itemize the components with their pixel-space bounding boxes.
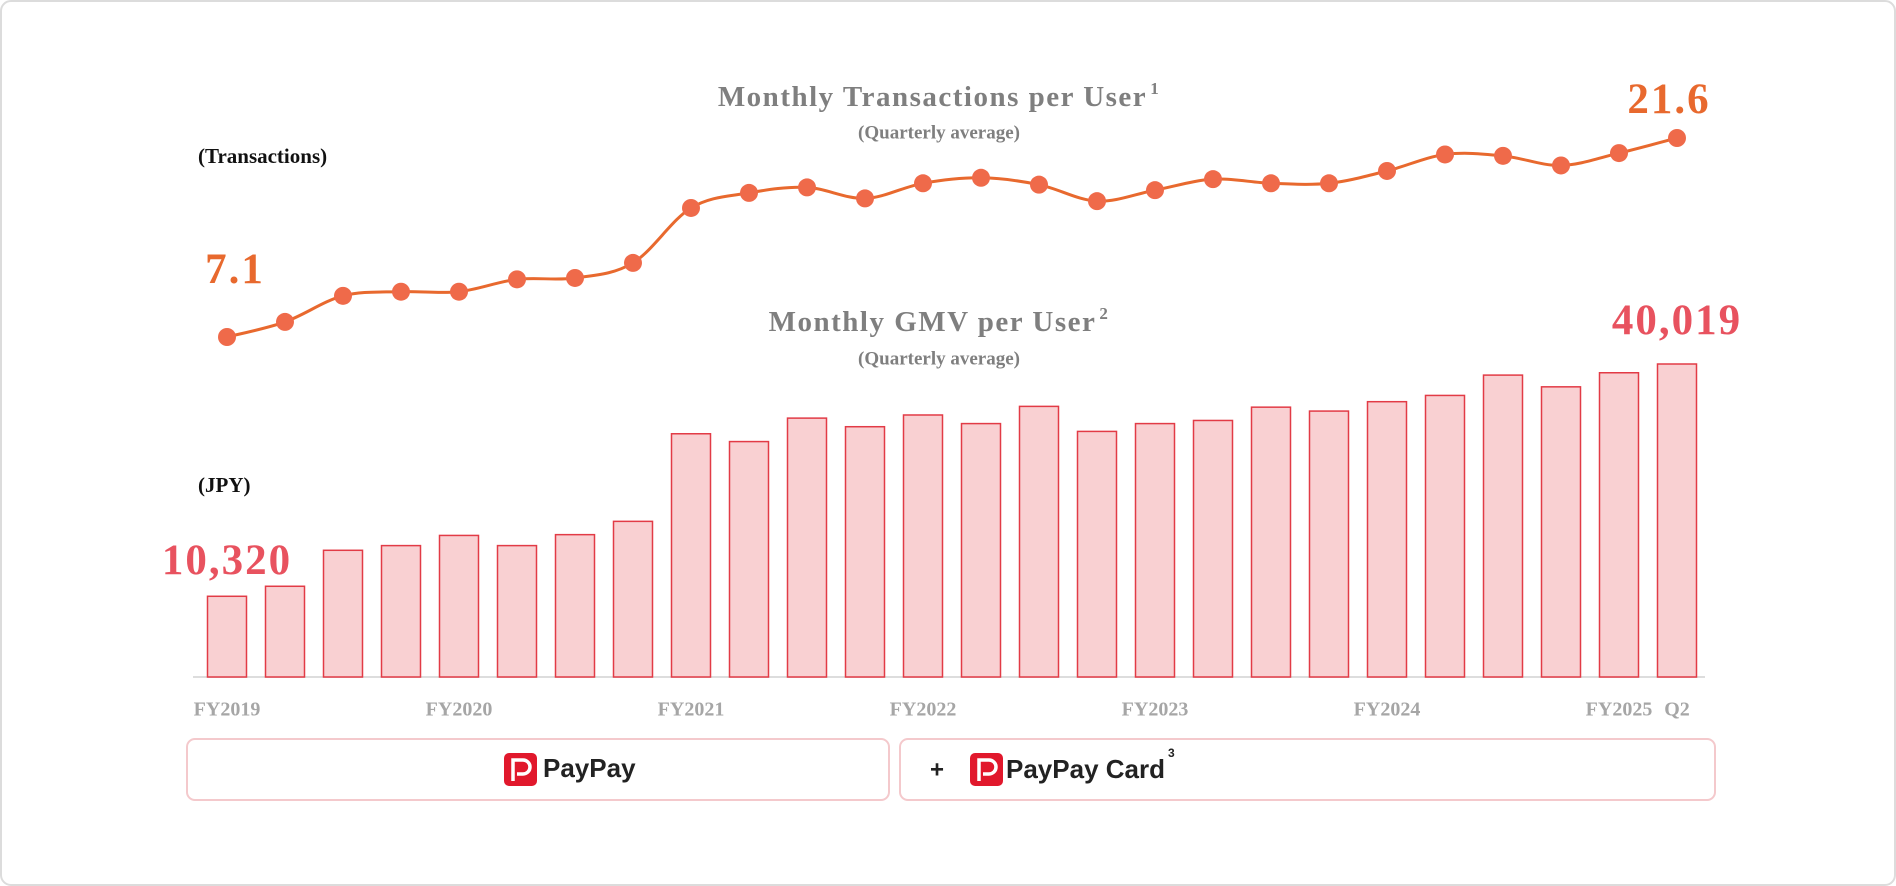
marker [798,178,816,197]
marker [566,268,584,287]
bar [1482,374,1524,678]
bar [728,440,770,678]
legend-box [899,738,1716,801]
marker [392,282,410,301]
chart-title: Monthly Transactions per User 1 [718,79,1160,113]
paypay-logo [504,753,537,786]
marker [914,174,932,193]
bar [1424,394,1466,678]
marker [624,253,642,272]
x-tick-label: Q2 [1664,699,1690,721]
marker [1378,161,1396,180]
bar [496,544,538,678]
chart-subtitle: (Quarterly average) [858,122,1020,143]
bar [1134,422,1176,678]
marker [682,198,700,217]
legend-text: PayPay Card [1006,754,1165,784]
marker [276,312,294,331]
marker [1610,144,1628,163]
title-text: Monthly GMV per User [769,306,1097,338]
marker [1320,174,1338,193]
bar [1308,410,1350,678]
data-label: 7.1 [205,246,265,293]
marker [1146,181,1164,200]
bar [438,534,480,678]
bar [902,414,944,678]
marker [1088,192,1106,211]
title-text: Monthly Transactions per User [718,81,1147,113]
bar [1366,400,1408,678]
marker [1262,174,1280,193]
y-axis-label: (Transactions) [198,144,327,168]
x-tick-label: FY2021 [658,699,725,721]
bar [1076,430,1118,678]
marker [856,189,874,208]
marker [334,286,352,305]
bar [1250,406,1292,678]
marker [1668,129,1686,147]
title-note: 2 [1099,304,1109,323]
y-axis-label: (JPY) [198,473,250,497]
bar [322,549,364,678]
bar [206,595,248,678]
data-label: 10,320 [162,537,292,584]
x-tick-label: FY2019 [194,699,261,721]
marker [1494,146,1512,165]
bar [786,417,828,678]
bar [380,544,422,678]
marker [972,168,990,187]
x-tick-label: FY2025 [1586,699,1653,721]
marker [1436,145,1454,164]
chart-subtitle: (Quarterly average) [858,348,1020,369]
chart-title: Monthly GMV per User 2 [769,304,1110,338]
x-tick-label: FY2022 [890,699,957,721]
paypay-logo [970,753,1003,786]
legend-plus: + [930,756,944,783]
x-tick-label: FY2024 [1354,699,1421,721]
bar [670,433,712,678]
x-tick-label: FY2020 [426,699,493,721]
data-label: 40,019 [1612,297,1742,344]
bar [1192,419,1234,678]
legend-box [186,738,890,801]
bar [554,533,596,678]
marker [508,270,526,289]
marker [1204,170,1222,189]
bar [960,422,1002,678]
bar [264,585,306,678]
bar [612,520,654,678]
bar [1540,386,1582,678]
x-tick-label: FY2023 [1122,699,1189,721]
data-label: 21.6 [1627,76,1710,123]
bar [1598,372,1640,678]
bar [1018,405,1060,678]
marker [1552,156,1570,175]
title-note: 1 [1150,79,1160,98]
bar [1656,363,1698,678]
legend-note: 3 [1168,746,1175,760]
marker [450,282,468,301]
marker [1030,175,1048,194]
legend-text: PayPay [543,753,636,783]
marker [218,328,236,346]
marker [740,183,758,202]
bar [844,425,886,678]
